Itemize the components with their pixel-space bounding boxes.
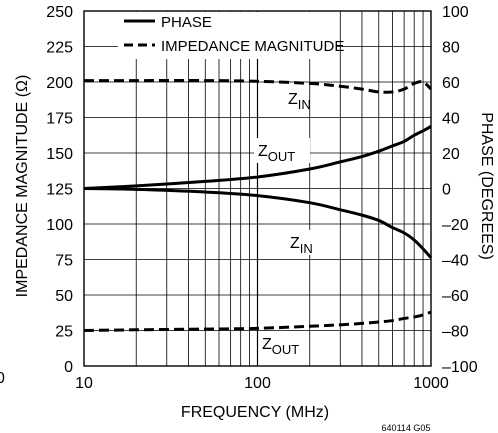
y-axis-title-left: IMPEDANCE MAGNITUDE (Ω) [14,75,31,298]
annotation-zout-phase: ZOUT [258,143,295,164]
y-tick-left: 250 [46,4,73,21]
y-tick-left: 125 [46,182,73,199]
y-tick-left: 100 [46,217,73,234]
x-tick: 100 [244,375,271,392]
y-tick-right: –100 [442,359,478,376]
annotation-background [254,138,310,163]
y-tick-left: 175 [46,111,73,128]
y-tick-right: 40 [442,111,460,128]
legend: PHASE IMPEDANCE MAGNITUDE [118,12,344,59]
curve-annotations: ZIN ZOUT ZIN ZOUT [254,91,330,357]
y-tick-right: –40 [442,253,469,270]
annotation-zout-magnitude: ZOUT [262,336,299,357]
zin-phase-curve [83,187,433,259]
y-tick-left: 225 [46,40,73,57]
figure-code: 640114 G05 [382,423,431,433]
y-tick-right: –20 [442,217,469,234]
y-tick-right: –60 [442,288,469,305]
y-tick-left: 150 [46,146,73,163]
annotation-zin-phase: ZIN [290,235,313,256]
x-tick: 1000 [413,375,449,392]
y-tick-right: 0 [442,182,451,199]
y-tick-right: 20 [442,146,460,163]
x-axis-title: FREQUENCY (MHz) [181,404,329,421]
y-tick-left: 75 [55,253,73,270]
left-edge-fragment: 0 [0,370,5,387]
grid [84,11,431,366]
annotation-background [286,230,330,255]
y-axis-title-right: PHASE (DEGREES) [478,112,495,260]
y-tick-left: 200 [46,75,73,92]
y-tick-right: –80 [442,324,469,341]
plot-frame [83,10,432,367]
y-tick-right: 100 [442,4,469,21]
y-tick-left: 25 [55,324,73,341]
annotation-zin-magnitude: ZIN [288,91,311,112]
zin-magnitude-curve [84,79,433,94]
y-tick-left: 50 [55,288,73,305]
y-tick-right: 60 [442,75,460,92]
x-tick: 10 [75,375,93,392]
zout-phase-curve [83,125,432,190]
curves [83,79,433,332]
zout-magnitude-curve [83,310,432,332]
y-tick-left: 0 [64,359,73,376]
tick-labels: 0255075100125150175200225250–100–80–60–4… [46,4,477,392]
y-tick-right: 80 [442,40,460,57]
legend-label: IMPEDANCE MAGNITUDE [161,38,344,55]
legend-label: PHASE [161,14,212,31]
